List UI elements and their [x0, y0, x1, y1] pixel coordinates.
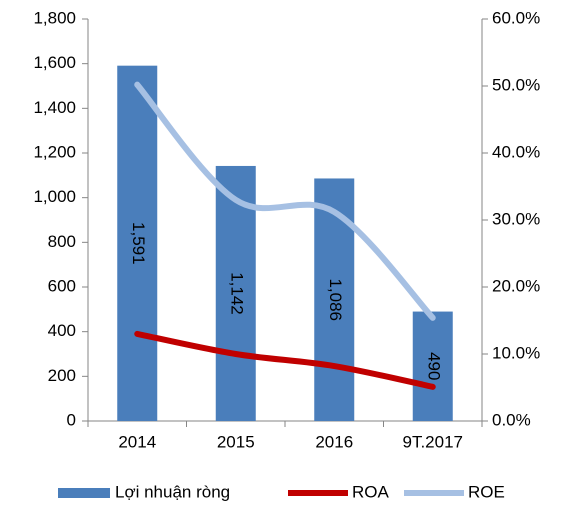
x-tick-label: 2016 — [315, 432, 353, 451]
y-tick-label: 1,800 — [33, 8, 76, 27]
bar-value-label: 490 — [424, 352, 443, 380]
y2-tick-label: 30.0% — [492, 209, 540, 228]
bar-value-label: 1,086 — [326, 278, 345, 321]
y2-tick-label: 40.0% — [492, 142, 540, 161]
y-tick-label: 1,200 — [33, 142, 76, 161]
bar-value-label: 1,591 — [129, 222, 148, 265]
y-tick-label: 200 — [48, 366, 76, 385]
legend-label: ROE — [468, 482, 505, 501]
y2-tick-label: 20.0% — [492, 276, 540, 295]
y-tick-label: 0 — [67, 410, 76, 429]
y-tick-label: 600 — [48, 276, 76, 295]
bar — [117, 65, 158, 421]
bar — [412, 311, 453, 421]
x-tick-label: 9T.2017 — [403, 432, 464, 451]
legend-swatch — [58, 488, 110, 498]
legend-label: ROA — [352, 482, 390, 501]
y-tick-label: 1,600 — [33, 53, 76, 72]
y2-tick-label: 60.0% — [492, 8, 540, 27]
y-tick-label: 800 — [48, 232, 76, 251]
y2-tick-label: 0.0% — [492, 410, 531, 429]
x-tick-label: 2015 — [217, 432, 255, 451]
line-series — [134, 330, 436, 390]
y-tick-label: 400 — [48, 321, 76, 340]
x-tick-label: 2014 — [118, 432, 156, 451]
y-tick-label: 1,000 — [33, 187, 76, 206]
y2-tick-label: 10.0% — [492, 343, 540, 362]
bar-value-label: 1,142 — [227, 272, 246, 315]
line-series — [134, 81, 436, 321]
legend-label: Lợi nhuận ròng — [115, 482, 230, 501]
y-tick-label: 1,400 — [33, 98, 76, 117]
y2-tick-label: 50.0% — [492, 75, 540, 94]
